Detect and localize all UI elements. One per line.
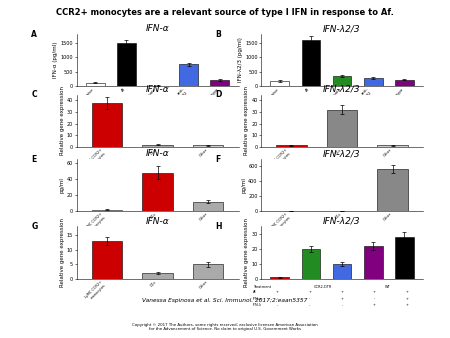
Text: -: - [309, 297, 310, 301]
Title: IFN-λ2/3: IFN-λ2/3 [323, 149, 361, 158]
Bar [378, 169, 408, 211]
Y-axis label: Relative gene expression: Relative gene expression [60, 218, 65, 287]
Bar [92, 241, 122, 279]
Text: E: E [31, 155, 36, 164]
Bar [142, 145, 173, 147]
Text: +: + [373, 303, 376, 307]
Title: IFN-λ2/3: IFN-λ2/3 [323, 85, 361, 94]
Text: CCR2+ monocytes are a relevant source of type I IFN in response to Af.: CCR2+ monocytes are a relevant source of… [56, 8, 394, 18]
Bar [270, 81, 289, 86]
Title: IFN-α: IFN-α [146, 217, 169, 226]
Y-axis label: Relative gene expression: Relative gene expression [60, 86, 65, 155]
Bar [193, 201, 223, 211]
Text: G: G [31, 222, 37, 231]
Bar [270, 277, 289, 279]
Text: A: A [31, 30, 37, 39]
Text: C: C [31, 91, 37, 99]
Title: IFN-λ2/3: IFN-λ2/3 [323, 217, 361, 226]
Text: B: B [216, 30, 221, 39]
Y-axis label: IFN-λ2/3 (pg/ml): IFN-λ2/3 (pg/ml) [238, 38, 243, 82]
Text: +: + [405, 303, 408, 307]
Bar [193, 145, 223, 147]
Text: +: + [308, 290, 311, 294]
Bar [333, 76, 351, 86]
Text: -: - [374, 297, 375, 301]
Bar [327, 110, 357, 147]
Text: +: + [341, 297, 343, 301]
Bar [179, 64, 198, 86]
Text: +: + [341, 290, 343, 294]
Text: -: - [309, 303, 310, 307]
Text: Af: Af [253, 290, 256, 294]
Text: IFN-α: IFN-α [253, 297, 262, 301]
Bar [142, 173, 173, 211]
Text: +: + [373, 290, 376, 294]
Text: CCR2-DTR: CCR2-DTR [313, 285, 332, 289]
Title: IFN-α: IFN-α [146, 149, 169, 158]
Text: Copyright © 2017 The Authors, some rights reserved; exclusive licensee American : Copyright © 2017 The Authors, some right… [132, 323, 318, 331]
Text: IFN-λ: IFN-λ [253, 303, 262, 307]
Text: H: H [216, 222, 222, 231]
Bar [302, 249, 320, 279]
Text: -: - [277, 297, 278, 301]
Bar [333, 264, 351, 279]
Bar [142, 273, 173, 279]
Y-axis label: IFN-α (pg/ml): IFN-α (pg/ml) [54, 42, 58, 78]
Y-axis label: pg/ml: pg/ml [241, 177, 246, 193]
Bar [364, 246, 382, 279]
Text: D: D [216, 91, 222, 99]
Title: IFN-α: IFN-α [146, 24, 169, 33]
Text: +: + [405, 290, 408, 294]
Text: WT: WT [385, 285, 390, 289]
Text: F: F [216, 155, 221, 164]
Bar [395, 237, 414, 279]
Bar [193, 264, 223, 279]
Text: +: + [276, 290, 279, 294]
Bar [378, 145, 408, 147]
Bar [92, 210, 122, 211]
Title: IFN-λ2/3: IFN-λ2/3 [323, 24, 361, 33]
Bar [364, 78, 382, 86]
Bar [395, 80, 414, 86]
Text: Treatment: Treatment [253, 285, 271, 289]
Text: Vanessa Espinosa et al. Sci. Immunol. 2017;2:eaan5357: Vanessa Espinosa et al. Sci. Immunol. 20… [142, 298, 308, 303]
Text: +: + [405, 297, 408, 301]
Y-axis label: Relative gene expression: Relative gene expression [244, 86, 249, 155]
Bar [117, 43, 136, 86]
Bar [276, 145, 306, 147]
Bar [92, 103, 122, 147]
Bar [302, 40, 320, 86]
Y-axis label: Relative gene expression: Relative gene expression [244, 218, 249, 287]
Text: -: - [277, 303, 278, 307]
Title: IFN-α: IFN-α [146, 85, 169, 94]
Bar [211, 80, 229, 86]
Bar [86, 83, 104, 86]
Y-axis label: pg/ml: pg/ml [60, 177, 65, 193]
